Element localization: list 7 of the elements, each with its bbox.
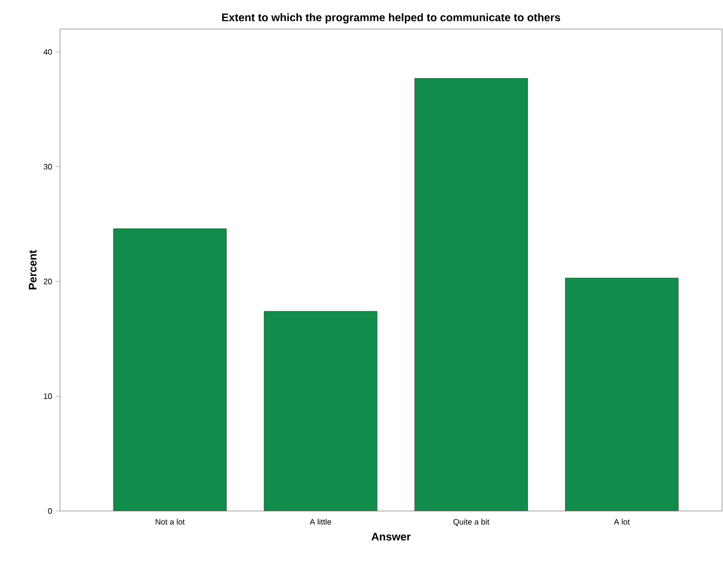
x-axis-title: Answer [371, 532, 411, 541]
bar [113, 228, 227, 511]
bar [264, 311, 378, 511]
chart-title: Extent to which the programme helped to communicate to others [222, 13, 560, 24]
y-axis-title: Percent [28, 250, 37, 290]
bar [565, 278, 679, 511]
bar [414, 78, 528, 511]
